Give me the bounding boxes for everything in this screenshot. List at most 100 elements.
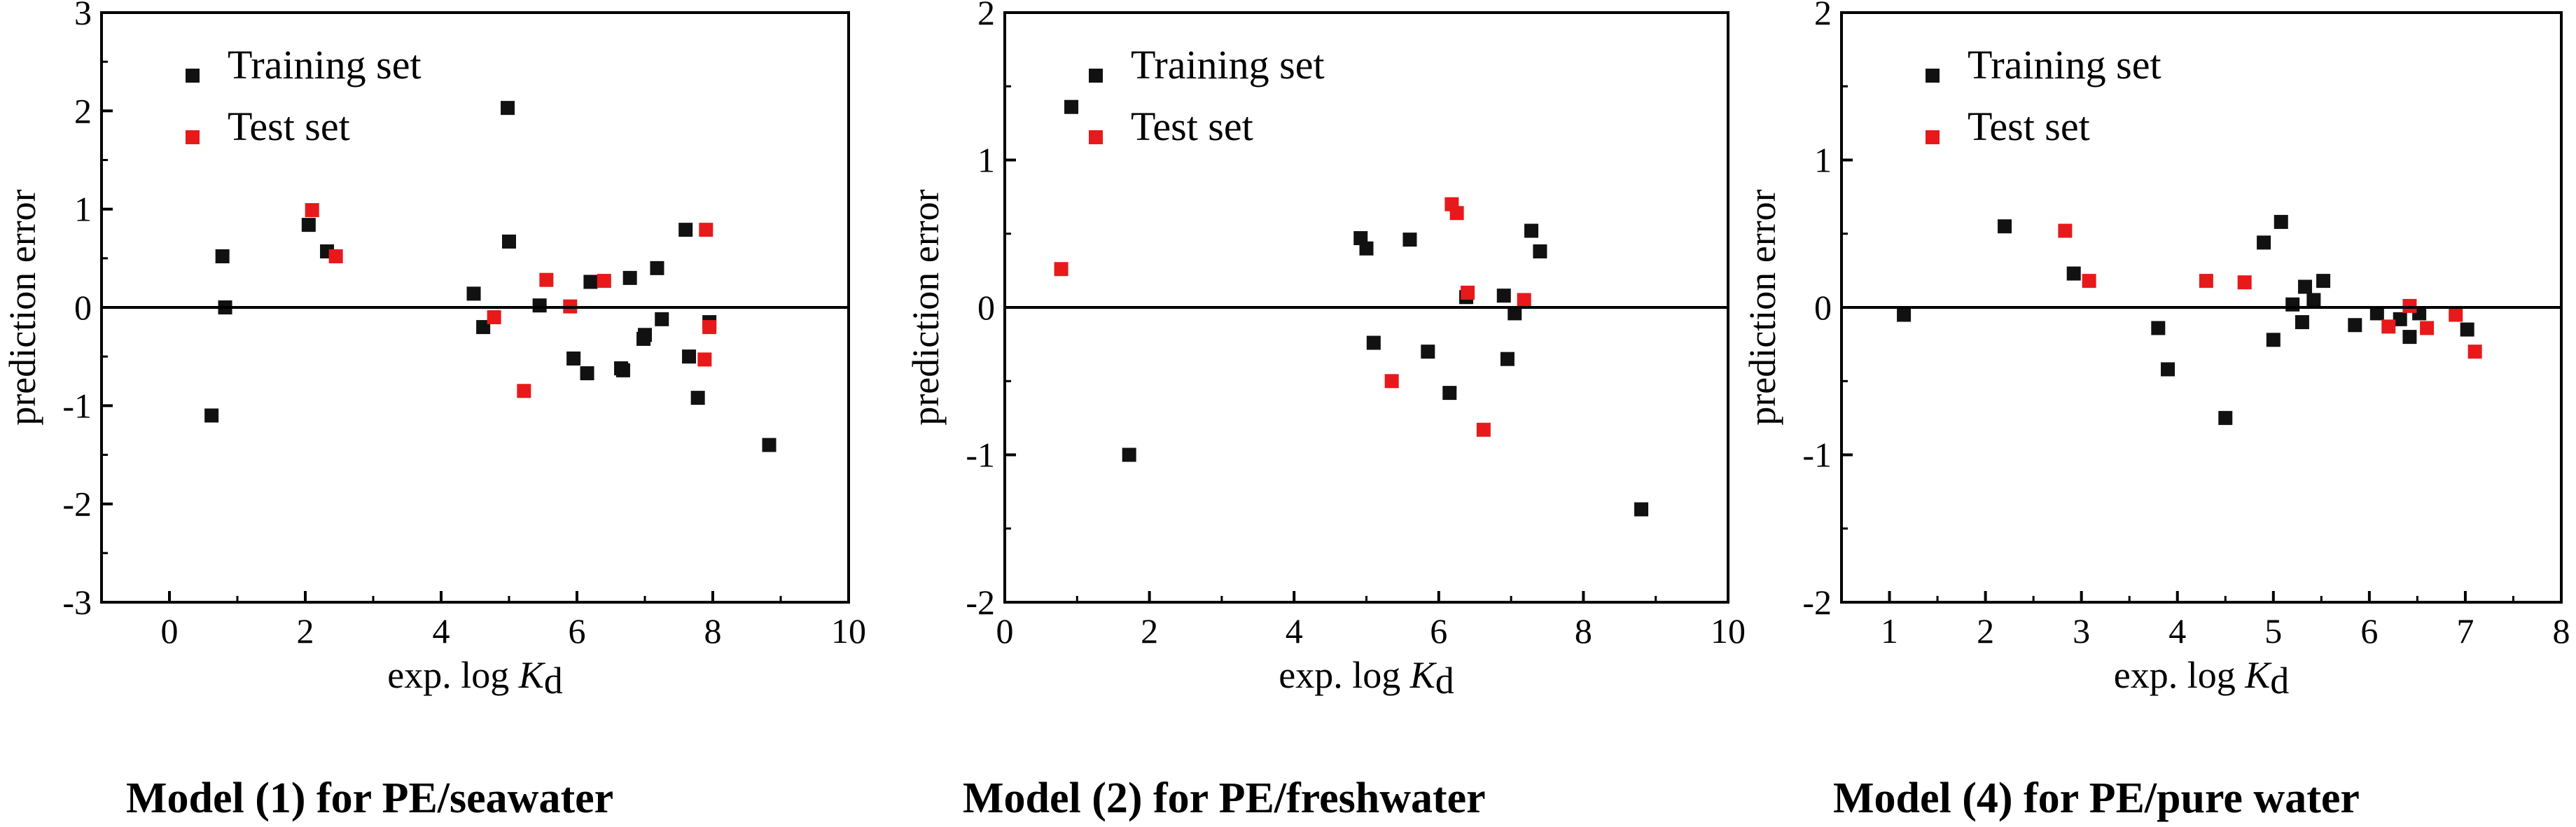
panel-caption: Model (4) for PE/pure water xyxy=(1833,774,2360,822)
y-tick-label: 1 xyxy=(977,141,995,180)
y-tick-label: -1 xyxy=(966,436,995,475)
training-point xyxy=(2274,214,2288,229)
training-point xyxy=(1524,223,1539,238)
panel-caption: Model (1) for PE/seawater xyxy=(126,774,613,822)
x-axis-label-subscript: d xyxy=(1435,660,1454,702)
test-point xyxy=(2420,321,2435,335)
x-tick-label: 7 xyxy=(2456,611,2474,651)
test-point xyxy=(2467,345,2482,359)
training-point xyxy=(1122,447,1136,462)
x-tick-label: 4 xyxy=(1286,611,1303,651)
x-axis-label-prefix: exp. log xyxy=(2114,654,2245,696)
y-tick-label: -2 xyxy=(966,583,995,622)
test-point xyxy=(1449,206,1464,221)
y-tick-label: 2 xyxy=(977,0,995,32)
legend-training-label: Training set xyxy=(228,42,422,88)
x-axis-label: exp. log Kd xyxy=(1279,654,1454,702)
y-axis-label: prediction error xyxy=(905,189,947,425)
test-point xyxy=(2199,274,2213,289)
legend-training-marker xyxy=(186,69,200,83)
x-tick-label: 2 xyxy=(1141,611,1158,651)
training-point xyxy=(638,328,652,342)
training-point xyxy=(476,320,491,335)
training-point xyxy=(690,391,705,405)
test-point xyxy=(1476,422,1491,437)
axis-ticks: 0 2 4 6 8 10 -3 -2 -1 0 1 2 3 xyxy=(62,0,866,651)
test-point xyxy=(517,384,531,398)
test-point xyxy=(2237,275,2252,290)
legend-training-marker xyxy=(1926,69,1940,83)
x-tick-label: 10 xyxy=(831,611,866,651)
training-point xyxy=(2257,235,2271,250)
training-point xyxy=(583,274,598,289)
training-point xyxy=(2298,279,2313,294)
x-axis-label-variable: K xyxy=(518,654,546,696)
training-point xyxy=(532,298,547,313)
training-point xyxy=(2460,322,2474,337)
training-point xyxy=(502,234,516,249)
training-point xyxy=(682,349,697,364)
training-point xyxy=(1508,306,1522,321)
x-tick-label: 6 xyxy=(2360,611,2378,651)
test-point xyxy=(1384,374,1399,389)
x-axis-label-subscript: d xyxy=(544,660,563,702)
training-point xyxy=(501,101,515,116)
legend-test-label: Test set xyxy=(1131,104,1253,149)
training-point xyxy=(615,363,630,377)
y-tick-label: 0 xyxy=(1814,288,1832,327)
test-point xyxy=(702,320,717,335)
x-tick-label: 5 xyxy=(2264,611,2282,651)
x-tick-label: 0 xyxy=(161,611,179,651)
panel-caption: Model (2) for PE/freshwater xyxy=(963,774,1486,822)
training-point xyxy=(2066,266,2081,281)
training-point xyxy=(1533,244,1547,259)
training-point xyxy=(301,218,316,232)
x-axis-label-variable: K xyxy=(2244,654,2272,696)
y-tick-label: 0 xyxy=(977,288,995,327)
x-axis-label-subscript: d xyxy=(2270,660,2289,702)
training-point xyxy=(2161,362,2175,377)
training-point xyxy=(2295,315,2309,330)
training-point xyxy=(466,286,481,301)
legend-training-marker xyxy=(1089,69,1103,83)
y-tick-label: -3 xyxy=(62,583,92,622)
training-point xyxy=(655,312,669,326)
test-point xyxy=(2402,298,2417,313)
training-point xyxy=(1442,386,1457,401)
training-point xyxy=(2218,410,2233,425)
y-tick-label: -1 xyxy=(62,386,92,425)
y-tick-label: -2 xyxy=(1802,583,1832,622)
test-point xyxy=(2058,223,2073,238)
y-tick-label: -1 xyxy=(1802,436,1832,475)
training-point xyxy=(762,438,777,452)
x-tick-label: 2 xyxy=(1977,611,1994,651)
y-tick-label: 3 xyxy=(74,0,92,32)
training-point xyxy=(2266,333,2281,347)
training-point xyxy=(1366,335,1381,350)
legend-training-label: Training set xyxy=(1968,42,2161,88)
x-tick-label: 8 xyxy=(704,611,722,651)
training-point xyxy=(2306,293,2321,307)
y-tick-label: 1 xyxy=(74,190,92,229)
legend: Training set Test set xyxy=(1926,42,2161,149)
y-tick-label: 1 xyxy=(1814,141,1832,180)
legend-training-label: Training set xyxy=(1131,42,1325,88)
training-point xyxy=(580,366,594,381)
y-tick-label: 2 xyxy=(74,91,92,130)
x-tick-label: 8 xyxy=(1575,611,1592,651)
test-point xyxy=(597,274,611,289)
training-point xyxy=(2348,318,2362,333)
axis-ticks: 1 2 3 4 5 6 7 8 -2 -1 0 1 2 xyxy=(1802,0,2570,651)
data-points xyxy=(1897,214,2482,425)
test-point xyxy=(1517,293,1531,307)
test-point xyxy=(699,223,713,237)
training-point xyxy=(2285,297,2300,312)
x-axis-label: exp. log Kd xyxy=(387,654,563,702)
test-point xyxy=(1054,262,1068,277)
test-point xyxy=(697,352,712,367)
x-tick-label: 6 xyxy=(1430,611,1447,651)
training-point xyxy=(622,270,637,285)
test-point xyxy=(487,310,501,325)
training-point xyxy=(1064,99,1079,114)
training-point xyxy=(1634,502,1649,517)
